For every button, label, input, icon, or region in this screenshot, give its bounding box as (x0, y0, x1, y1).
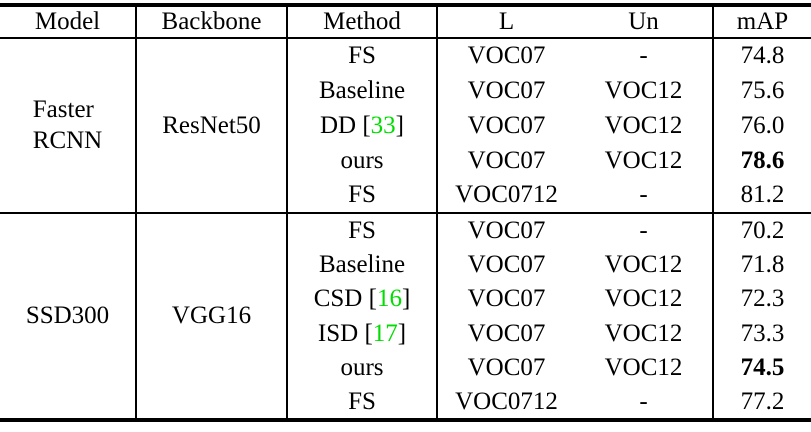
table-row: Baseline VOC07 VOC12 75.6 (0, 73, 811, 108)
labeled-data-cell: VOC07 (467, 250, 546, 278)
method-cell: FS (287, 178, 438, 213)
model-name: Faster RCNN (32, 96, 103, 154)
citation-link[interactable]: 33 (370, 111, 396, 139)
unlabeled-data-cell: - (575, 38, 714, 73)
unlabeled-data-cell: VOC12 (575, 143, 714, 178)
method-cell: DD [33] (287, 108, 438, 143)
map-value-cell: 71.8 (740, 250, 785, 278)
method-cell: FS (287, 38, 438, 73)
labeled-data-cell: VOC07 (467, 146, 546, 174)
citation-link[interactable]: 16 (376, 285, 402, 313)
map-value-cell: 72.3 (740, 285, 785, 313)
map-value-cell: 70.2 (740, 216, 785, 244)
table-row: ours VOC07 VOC12 78.6 (0, 143, 811, 178)
map-value-cell: 76.0 (740, 111, 785, 139)
map-value-cell: 75.6 (740, 76, 785, 104)
labeled-data-cell: VOC07 (467, 76, 546, 104)
table-row: CSD [16] VOC07 VOC12 72.3 (0, 282, 811, 317)
method-cell: Baseline (287, 73, 438, 108)
table-row: ours VOC07 VOC12 74.5 (0, 351, 811, 386)
method-cell: Baseline (287, 247, 438, 282)
unlabeled-data-cell: VOC12 (575, 316, 714, 351)
column-header-backbone: Backbone (136, 5, 288, 38)
column-header-map: mAP (736, 8, 789, 35)
citation-link[interactable]: 17 (372, 319, 398, 347)
unlabeled-data-cell: VOC12 (575, 247, 714, 282)
labeled-data-cell: VOC07 (467, 42, 546, 69)
map-value-cell: 73.3 (740, 319, 785, 347)
labeled-data-cell: VOC07 (467, 285, 546, 313)
table-header-row: Model Backbone Method L Un mAP (0, 5, 811, 38)
table-row: FS VOC0712-77.2 (0, 385, 811, 420)
method-cell: ours (287, 143, 438, 178)
table-row: DD [33] VOC07 VOC12 76.0 (0, 108, 811, 143)
paper-table-page: Model Backbone Method L Un mAP Faster RCN… (0, 3, 811, 432)
map-value-cell: 77.2 (740, 387, 785, 415)
column-header-unlabeled: Un (575, 5, 714, 38)
table-row: Faster RCNN ResNet50 FS VOC07-74.8 (0, 38, 811, 213)
column-header-labeled: L (498, 8, 515, 35)
unlabeled-data-cell: VOC12 (575, 351, 714, 386)
map-value-cell: 81.2 (740, 181, 785, 208)
labeled-data-cell: VOC07 (467, 216, 546, 244)
unlabeled-data-cell: VOC12 (575, 282, 714, 317)
method-cell: FS (287, 213, 438, 248)
labeled-data-cell: VOC07 (467, 354, 546, 382)
column-header-method: Method (287, 5, 438, 38)
labeled-data-cell: VOC07 (467, 111, 546, 139)
table-row: FS VOC0712-81.2 (0, 178, 811, 213)
labeled-data-cell: VOC0712 (455, 181, 558, 208)
unlabeled-data-cell: - (575, 178, 714, 213)
unlabeled-data-cell: VOC12 (575, 108, 714, 143)
map-value-cell: 74.8 (740, 42, 785, 69)
unlabeled-data-cell: - (575, 385, 714, 420)
table-section: Faster RCNN ResNet50 FS VOC07-74.8 Baseline VO… (0, 38, 811, 213)
map-value-cell: 78.6 (740, 146, 785, 174)
table-section: SSD300 VGG16 FS VOC07-70.2 Baseline VOC07 VOC1… (0, 213, 811, 420)
unlabeled-data-cell: VOC12 (575, 73, 714, 108)
unlabeled-data-cell: - (575, 213, 714, 248)
model-cell: SSD300 (0, 213, 137, 420)
map-value-cell: 74.5 (740, 354, 785, 382)
method-cell: CSD [16] (287, 282, 438, 317)
method-cell: ISD [17] (287, 316, 438, 351)
method-cell: ours (287, 351, 438, 386)
table-row: SSD300 VGG16 FS VOC07-70.2 (0, 213, 811, 420)
table-row: Baseline VOC07 VOC12 71.8 (0, 247, 811, 282)
backbone-cell: ResNet50 (136, 38, 288, 213)
column-header-model: Model (0, 5, 137, 38)
method-cell: FS (287, 385, 438, 420)
table-row: ISD [17] VOC07 VOC12 73.3 (0, 316, 811, 351)
results-table: Model Backbone Method L Un mAP Faster RCN… (0, 3, 811, 422)
model-name: SSD300 (25, 301, 110, 329)
labeled-data-cell: VOC07 (467, 319, 546, 347)
labeled-data-cell: VOC0712 (455, 387, 558, 415)
model-cell: Faster RCNN (0, 38, 137, 213)
backbone-cell: VGG16 (136, 213, 288, 420)
